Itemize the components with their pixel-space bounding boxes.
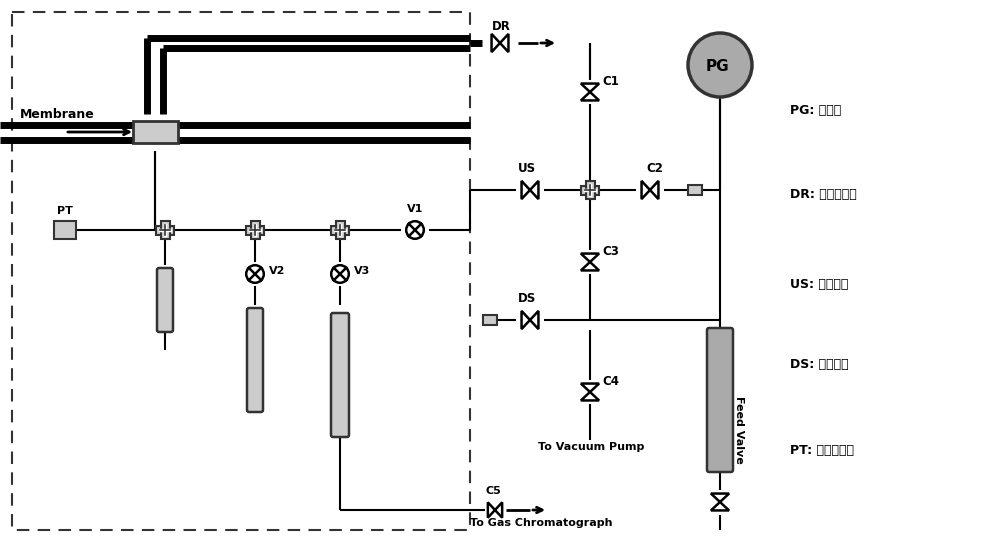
Polygon shape: [492, 34, 500, 52]
Polygon shape: [581, 84, 599, 92]
Polygon shape: [488, 502, 495, 517]
Text: PT: PT: [57, 206, 73, 216]
Polygon shape: [530, 311, 538, 329]
FancyBboxPatch shape: [247, 308, 263, 412]
Circle shape: [688, 33, 752, 97]
Text: C1: C1: [602, 75, 619, 88]
Polygon shape: [711, 494, 729, 502]
Polygon shape: [581, 392, 599, 400]
Bar: [250, 221, 260, 239]
Text: Membrane: Membrane: [20, 108, 95, 121]
Text: PT: 压力传感器: PT: 压力传感器: [790, 444, 854, 457]
Text: DS: 下游阀门: DS: 下游阀门: [790, 358, 849, 371]
Polygon shape: [581, 92, 599, 100]
Polygon shape: [500, 34, 508, 52]
Text: DS: DS: [518, 292, 536, 305]
Text: To Gas Chromatograph: To Gas Chromatograph: [470, 518, 612, 528]
Bar: [483, 315, 497, 325]
Polygon shape: [522, 311, 530, 329]
FancyBboxPatch shape: [157, 268, 173, 332]
FancyBboxPatch shape: [707, 328, 733, 472]
Bar: [156, 225, 174, 235]
Polygon shape: [642, 181, 650, 199]
Polygon shape: [711, 502, 729, 510]
Text: To Vacuum Pump: To Vacuum Pump: [538, 442, 644, 452]
Bar: [331, 225, 349, 235]
Polygon shape: [522, 181, 530, 199]
Text: C2: C2: [646, 162, 663, 175]
Circle shape: [331, 265, 349, 283]
Polygon shape: [581, 383, 599, 392]
Text: DR: 滞留调节阀: DR: 滞留调节阀: [790, 188, 857, 201]
Text: V3: V3: [354, 266, 370, 276]
Polygon shape: [581, 254, 599, 262]
Polygon shape: [650, 181, 658, 199]
Text: Feed Valve: Feed Valve: [734, 396, 744, 464]
Bar: [586, 181, 594, 199]
Bar: [581, 186, 599, 194]
Text: US: 上游阀门: US: 上游阀门: [790, 279, 848, 292]
Text: US: US: [518, 162, 536, 175]
Polygon shape: [495, 502, 502, 517]
Text: C5: C5: [486, 486, 502, 496]
Text: PG: 压力表: PG: 压力表: [790, 104, 841, 117]
Bar: [246, 225, 264, 235]
Bar: [336, 221, 344, 239]
Bar: [132, 121, 178, 143]
Bar: [688, 185, 702, 195]
Bar: [54, 221, 76, 239]
Circle shape: [246, 265, 264, 283]
Polygon shape: [530, 181, 538, 199]
Text: V1: V1: [407, 204, 423, 214]
Text: C4: C4: [602, 375, 619, 388]
Text: PG: PG: [706, 59, 730, 74]
Text: V2: V2: [269, 266, 285, 276]
Text: C3: C3: [602, 245, 619, 258]
Polygon shape: [581, 262, 599, 270]
FancyBboxPatch shape: [331, 313, 349, 437]
Text: DR: DR: [492, 20, 511, 33]
Circle shape: [406, 221, 424, 239]
Bar: [160, 221, 170, 239]
